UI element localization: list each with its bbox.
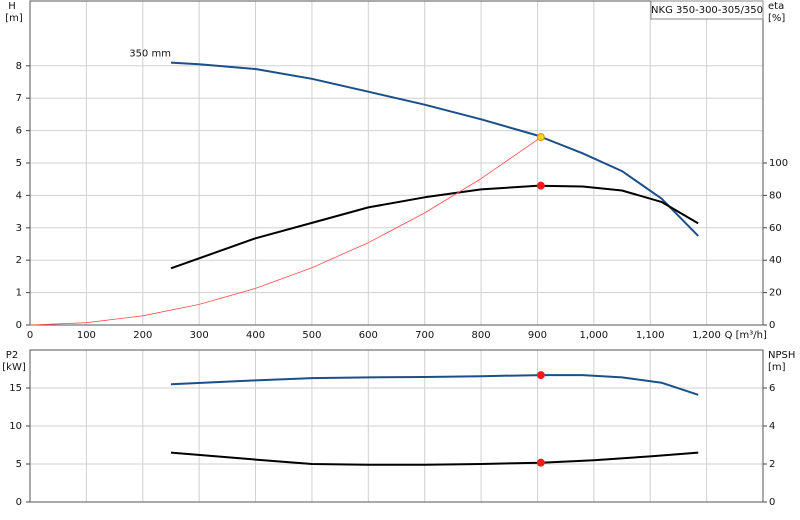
curve xyxy=(29,136,542,326)
x-tick-label: 1,100 xyxy=(636,330,665,341)
plot-frame xyxy=(29,0,764,326)
y2-tick-label: 6 xyxy=(769,383,775,394)
x-tick-label: 600 xyxy=(359,330,378,341)
y2-axis-title: eta xyxy=(768,1,784,12)
y-tick-label: 15 xyxy=(9,383,22,394)
y-tick-label: 3 xyxy=(16,223,22,234)
x-tick-label: 800 xyxy=(472,330,491,341)
curve xyxy=(170,451,699,466)
y2-tick-label: 100 xyxy=(769,158,788,169)
y2-tick-label: 80 xyxy=(769,190,782,201)
y2-tick-label: 0 xyxy=(769,320,775,331)
x-tick-label: 0 xyxy=(27,330,33,341)
x-tick-label: 1,200 xyxy=(692,330,721,341)
y-axis-unit: [kW] xyxy=(2,362,26,373)
y2-axis-unit: [m] xyxy=(768,362,786,373)
y-tick-label: 8 xyxy=(16,61,22,72)
curve xyxy=(170,184,699,270)
x-tick-label: 300 xyxy=(190,330,209,341)
y-tick-label: 5 xyxy=(16,158,22,169)
x-tick-label: 100 xyxy=(77,330,96,341)
y-tick-label: 6 xyxy=(16,126,22,137)
curve xyxy=(170,61,699,237)
y-tick-label: 0 xyxy=(16,497,22,508)
y-axis-title: H xyxy=(8,1,16,12)
x-axis-title: Q [m³/h] xyxy=(725,330,767,341)
x-tick-label: 500 xyxy=(302,330,321,341)
y2-axis-title: NPSH xyxy=(768,350,795,361)
legend-box xyxy=(650,0,764,20)
y2-tick-label: 0 xyxy=(769,497,775,508)
y2-tick-label: 4 xyxy=(769,421,775,432)
y-tick-label: 10 xyxy=(9,421,22,432)
y-tick-label: 7 xyxy=(16,93,22,104)
legend-title: NKG 350-300-305/350 xyxy=(651,5,763,16)
duty-point xyxy=(536,458,545,467)
y-tick-label: 1 xyxy=(16,288,22,299)
y-axis-title: P2 xyxy=(6,350,18,361)
x-tick-label: 700 xyxy=(415,330,434,341)
y-axis-unit: [m] xyxy=(5,13,23,24)
x-tick-label: 200 xyxy=(133,330,152,341)
y-tick-label: 4 xyxy=(16,190,22,201)
duty-point xyxy=(536,181,545,190)
y-tick-label: 2 xyxy=(16,255,22,266)
duty-point xyxy=(536,133,545,142)
x-tick-label: 1,000 xyxy=(580,330,609,341)
plot-frame xyxy=(29,349,764,503)
curve xyxy=(170,374,699,396)
y-tick-label: 5 xyxy=(16,459,22,470)
y-tick-label: 0 xyxy=(16,320,22,331)
y2-axis-unit: [%] xyxy=(768,13,785,24)
y2-tick-label: 20 xyxy=(769,288,782,299)
x-tick-label: 900 xyxy=(528,330,547,341)
y2-tick-label: 40 xyxy=(769,255,782,266)
curve-label: 350 mm xyxy=(129,49,171,60)
y2-tick-label: 2 xyxy=(769,459,775,470)
x-tick-label: 400 xyxy=(246,330,265,341)
y2-tick-label: 60 xyxy=(769,223,782,234)
duty-point xyxy=(536,371,545,380)
